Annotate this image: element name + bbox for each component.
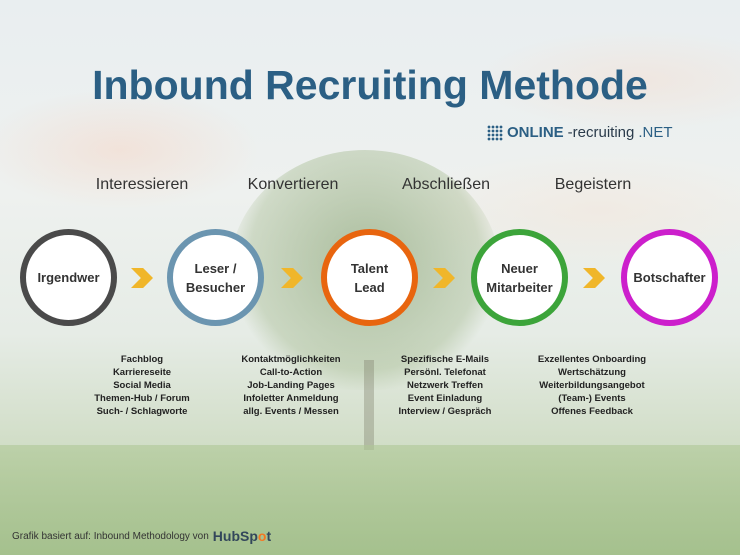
circle-irgendwer: Irgendwer [20,229,117,326]
brand-dots-icon [487,124,503,141]
brand-prefix: ONLINE [507,124,564,141]
chevron-right-icon [131,268,153,288]
circle-leser-besucher: Leser / Besucher [167,229,264,326]
circle-botschafter: Botschafter [621,229,718,326]
list-begeistern: Exzellentes Onboarding Wertschätzung Weite… [537,354,647,417]
chevron-right-icon [433,268,455,288]
hubspot-logo: HubSpot [212,528,272,544]
list-abschliessen: Spezifische E-Mails Persönl. Telefonat Net… [398,354,492,417]
page-title: Inbound Recruiting Methode [92,62,648,108]
chevron-right-icon [583,268,605,288]
chevron-right-icon [281,268,303,288]
circle-neuer-mitarbeiter: Neuer Mitarbeiter [471,229,568,326]
tree-trunk [364,360,374,450]
brand-tld: .NET [638,124,673,141]
background-grass [0,445,740,555]
stage-label: Begeistern [554,176,632,193]
circle-talent-lead: Talent Lead [321,229,418,326]
footer-credit: Grafik basiert auf: Inbound Methodology … [12,528,272,544]
brand-suffix: -recruiting [567,124,635,141]
stage-label: Interessieren [95,176,189,193]
list-konvertieren: Kontaktmöglichkeiten Call-to-Action Job-La… [241,354,341,417]
brand-logo: ONLINE -recruiting .NET [487,124,673,141]
stage-label: Konvertieren [247,176,339,193]
list-interessieren: Fachblog Karriereseite Social Media Themen-… [94,354,190,417]
stage-label: Abschließen [401,176,491,193]
